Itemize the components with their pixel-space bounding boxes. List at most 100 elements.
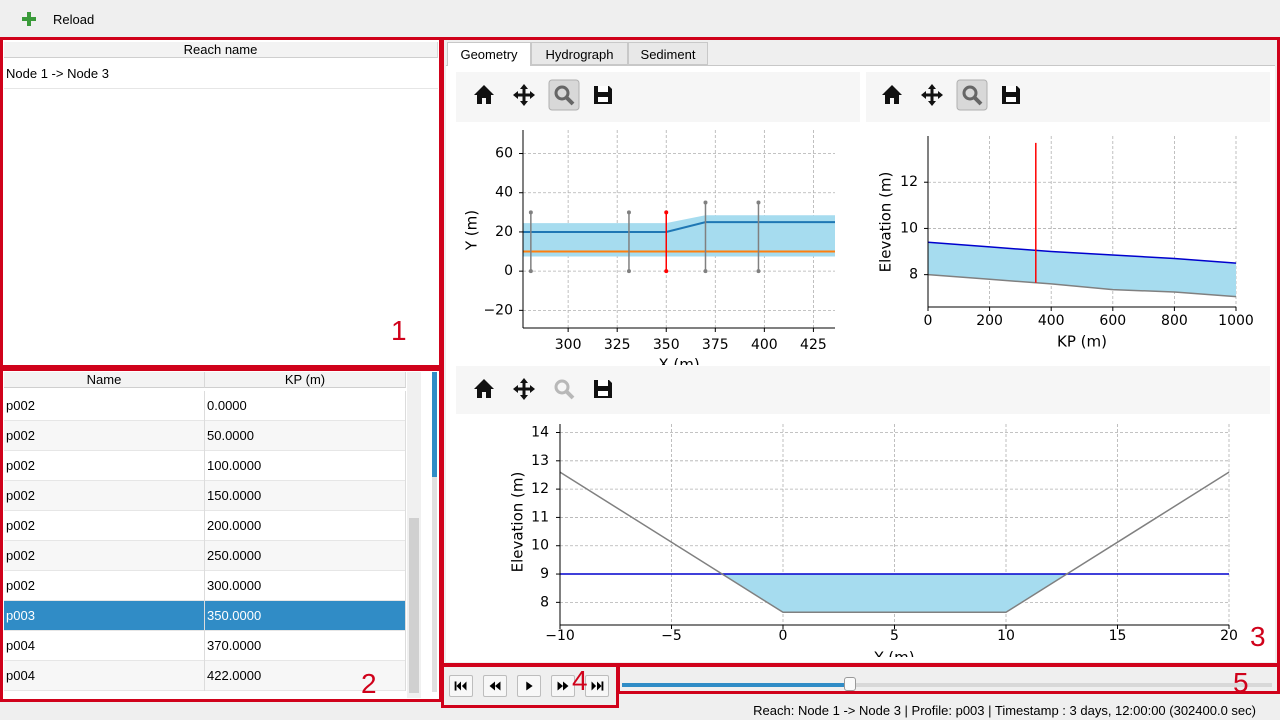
profile-row[interactable]: p004 422.0000	[4, 661, 406, 691]
annotation: 4	[572, 665, 588, 696]
profile-marker	[703, 269, 708, 274]
tab[interactable]: Geometry	[447, 42, 531, 66]
kp-cell: 0.0000	[205, 391, 406, 421]
y-tick-label: 10	[531, 538, 549, 554]
name-cell: p002	[4, 481, 205, 511]
scrollbar[interactable]	[407, 372, 421, 698]
longitudinal-chart: 0 200 400 600 800 1000 8 10 12 KP (m) Elevation (m…	[866, 122, 1270, 365]
x-tick-label: 400	[751, 337, 778, 353]
kp-header: KP (m)	[205, 372, 406, 388]
tab[interactable]: Sediment	[628, 42, 708, 65]
x-tick-label: 350	[653, 337, 680, 353]
kp-cell: 300.0000	[205, 571, 406, 601]
play-button[interactable]	[517, 675, 541, 697]
splitter[interactable]	[432, 372, 437, 692]
series-line	[559, 471, 1230, 614]
y-tick-label: 60	[495, 146, 513, 162]
profile-row[interactable]: p002 150.0000	[4, 481, 406, 511]
profile-marker	[703, 200, 708, 205]
x-axis-label: KP (m)	[1057, 333, 1107, 351]
profile-row[interactable]: p002 100.0000	[4, 451, 406, 481]
x-tick-label: 425	[800, 337, 827, 353]
series-line	[927, 273, 1237, 298]
profile-marker	[756, 200, 761, 205]
y-tick-label: −20	[483, 302, 513, 318]
profile-marker	[626, 269, 631, 274]
y-tick-label: 12	[900, 174, 918, 190]
annotation: 2	[361, 668, 377, 699]
highlight-box	[0, 368, 442, 702]
filled-area	[523, 216, 835, 256]
first-button[interactable]	[449, 675, 473, 697]
profile-row[interactable]: p004 370.0000	[4, 631, 406, 661]
y-tick-label: 40	[495, 185, 513, 201]
x-tick-label: 1000	[1218, 313, 1254, 329]
name-cell: p002	[4, 391, 205, 421]
name-cell: p002	[4, 421, 205, 451]
profile-row[interactable]: p003 350.0000	[4, 601, 406, 631]
profile-row[interactable]: p002 300.0000	[4, 571, 406, 601]
x-tick-label: −10	[545, 628, 575, 644]
x-axis-label: Y (m)	[873, 649, 914, 658]
series-line	[927, 241, 1237, 264]
add-icon[interactable]	[21, 11, 37, 27]
toolbar: Reload	[0, 0, 1280, 38]
y-tick-label: 0	[504, 263, 513, 279]
time-slider[interactable]	[622, 677, 1272, 691]
x-tick-label: 0	[924, 313, 933, 329]
x-axis-label: X (m)	[658, 356, 699, 366]
profile-row[interactable]: p002 50.0000	[4, 421, 406, 451]
y-tick-label: 20	[495, 224, 513, 240]
profile-marker	[664, 269, 669, 274]
name-cell: p002	[4, 541, 205, 571]
status-bar: Reach: Node 1 -> Node 3 | Profile: p003 …	[753, 703, 1256, 718]
profile-marker	[528, 210, 533, 215]
y-tick-label: 11	[531, 509, 549, 525]
name-cell: p002	[4, 511, 205, 541]
y-tick-label: 8	[909, 267, 918, 283]
profile-row[interactable]: p002 250.0000	[4, 541, 406, 571]
reload-button[interactable]: Reload	[53, 12, 95, 27]
rewind-button[interactable]	[483, 675, 507, 697]
x-tick-label: 600	[1099, 313, 1126, 329]
x-tick-label: 5	[890, 628, 899, 644]
tab[interactable]: Hydrograph	[531, 42, 628, 65]
x-tick-label: 300	[555, 337, 582, 353]
x-tick-label: 375	[702, 337, 729, 353]
profile-marker	[528, 269, 533, 274]
name-cell: p002	[4, 571, 205, 601]
profile-panel: Name KP (m) p002 0.0000 p002 50.0000 p002 100…	[2, 370, 440, 700]
profile-row[interactable]: p002 0.0000	[4, 391, 406, 421]
highlight-box	[441, 664, 619, 708]
profile-marker	[756, 269, 761, 274]
highlight-box	[617, 664, 1280, 694]
kp-cell: 100.0000	[205, 451, 406, 481]
filled-area	[928, 242, 1236, 297]
last-button[interactable]	[585, 675, 609, 697]
chart-toolbar	[456, 366, 1270, 414]
cross-section-chart: −10 −5 0 5 10 15 20 8 9 10 11 12 13 14 Y (m) Elevation …	[456, 414, 1270, 657]
x-tick-label: 400	[1038, 313, 1065, 329]
annotation: 1	[391, 315, 407, 346]
x-tick-label: −5	[661, 628, 682, 644]
kp-cell: 150.0000	[205, 481, 406, 511]
profile-marker	[664, 210, 669, 215]
profile-row[interactable]: p002 200.0000	[4, 511, 406, 541]
kp-cell: 250.0000	[205, 541, 406, 571]
highlight-box	[0, 37, 442, 368]
y-tick-label: 10	[900, 220, 918, 236]
y-axis-label: Elevation (m)	[877, 172, 895, 273]
player-controls	[443, 664, 617, 706]
plan-chart: 300 325 350 375 400 425 −20 0 20 40 60 X (m) Y (m)	[456, 122, 860, 365]
y-tick-label: 9	[540, 566, 549, 582]
kp-cell: 200.0000	[205, 511, 406, 541]
annotation: 3	[1250, 621, 1266, 652]
x-tick-label: 0	[779, 628, 788, 644]
forward-button[interactable]	[551, 675, 575, 697]
kp-cell: 350.0000	[205, 601, 406, 631]
reach-header: Reach name	[4, 42, 438, 58]
name-cell: p003	[4, 601, 205, 631]
y-tick-label: 12	[531, 481, 549, 497]
reach-row[interactable]: Node 1 -> Node 3	[4, 59, 438, 89]
